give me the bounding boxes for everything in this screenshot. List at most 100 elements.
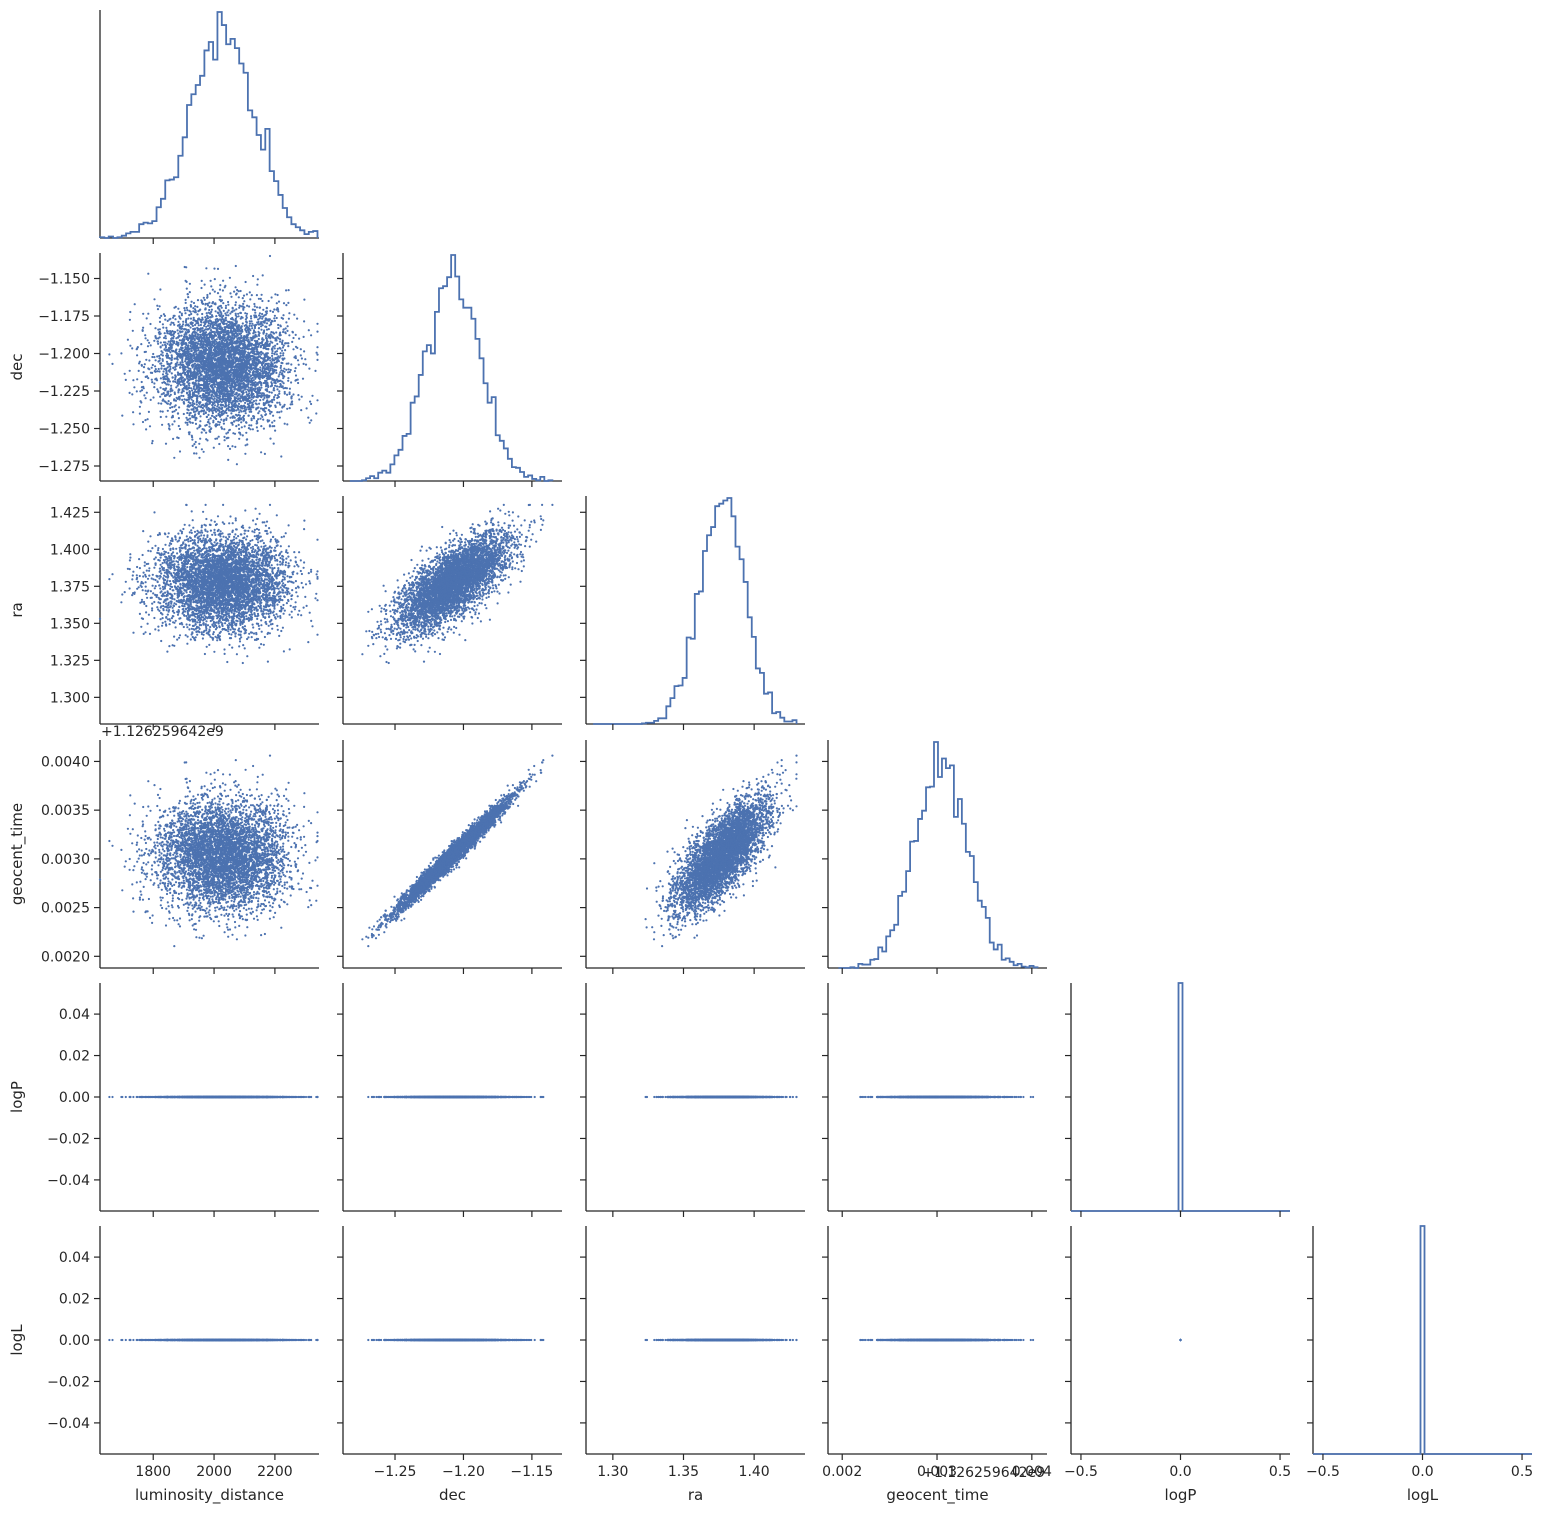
scatter-point xyxy=(200,321,203,324)
scatter-point xyxy=(304,363,308,366)
scatter-point xyxy=(254,402,257,405)
scatter-point xyxy=(286,423,289,426)
scatter-point xyxy=(274,429,277,432)
scatter-point xyxy=(209,361,212,364)
scatter-point xyxy=(245,346,248,350)
scatter-point xyxy=(234,314,237,317)
scatter-point xyxy=(247,369,251,372)
scatter-point xyxy=(164,442,168,445)
scatter-point xyxy=(153,382,156,385)
scatter-point xyxy=(200,396,203,399)
scatter-point xyxy=(251,428,254,431)
scatter-point xyxy=(205,381,208,384)
scatter-point xyxy=(282,369,285,373)
scatter-point xyxy=(229,384,232,387)
scatter-point xyxy=(266,381,269,384)
scatter-point xyxy=(270,296,273,299)
scatter-point xyxy=(272,414,275,417)
scatter-point xyxy=(225,378,228,381)
scatter-point xyxy=(241,372,244,375)
scatter-point xyxy=(288,387,291,390)
scatter-point xyxy=(293,370,296,373)
scatter-point xyxy=(195,409,198,412)
scatter-point xyxy=(166,402,169,405)
scatter-point xyxy=(138,362,141,365)
scatter-point xyxy=(199,361,202,364)
scatter-point xyxy=(212,379,215,382)
scatter-point xyxy=(191,395,194,399)
scatter-point xyxy=(163,348,166,351)
scatter-point xyxy=(262,409,265,412)
scatter-point xyxy=(214,345,217,349)
scatter-point xyxy=(194,440,197,444)
scatter-point xyxy=(222,361,225,365)
scatter-point xyxy=(164,335,167,338)
scatter-point xyxy=(242,418,245,421)
scatter-point xyxy=(198,309,201,312)
scatter-point xyxy=(225,373,228,376)
scatter-point xyxy=(172,380,175,383)
scatter-point xyxy=(135,390,138,393)
scatter-point xyxy=(287,377,290,380)
scatter-point xyxy=(223,328,226,331)
scatter-point xyxy=(279,366,282,369)
scatter-point xyxy=(229,322,232,325)
scatter-point xyxy=(237,375,240,379)
scatter-point xyxy=(128,369,131,372)
scatter-point xyxy=(187,355,190,358)
scatter-point xyxy=(186,408,189,411)
scatter-point xyxy=(180,391,183,394)
scatter-point xyxy=(230,392,233,395)
scatter-point xyxy=(270,410,273,414)
scatter-point xyxy=(160,314,163,317)
scatter-point xyxy=(231,310,234,313)
scatter-point xyxy=(169,323,172,326)
scatter-point xyxy=(147,367,150,370)
scatter-point xyxy=(243,338,246,341)
scatter-point xyxy=(213,267,216,270)
scatter-point xyxy=(277,300,281,303)
scatter-point xyxy=(145,358,148,361)
scatter-point xyxy=(255,315,258,318)
scatter-point xyxy=(246,378,249,381)
scatter-point xyxy=(179,354,182,357)
scatter-point xyxy=(208,402,211,405)
scatter-point xyxy=(255,359,258,362)
scatter-point xyxy=(222,331,225,334)
scatter-point xyxy=(216,364,219,367)
scatter-point xyxy=(201,379,204,382)
scatter-point xyxy=(153,339,156,342)
scatter-point xyxy=(245,391,248,394)
scatter-point xyxy=(167,340,170,343)
scatter-point xyxy=(171,337,174,340)
scatter-point xyxy=(230,295,233,298)
scatter-point xyxy=(173,306,176,309)
scatter-point xyxy=(260,344,263,347)
scatter-point xyxy=(211,410,214,413)
scatter-point xyxy=(261,392,264,395)
scatter-point xyxy=(157,342,160,345)
scatter-point xyxy=(156,304,159,307)
scatter-point xyxy=(264,385,268,388)
scatter-point xyxy=(309,400,312,403)
scatter-point xyxy=(128,391,131,394)
scatter-point xyxy=(284,386,287,390)
scatter-point xyxy=(186,392,189,395)
scatter-point xyxy=(160,362,163,365)
scatter-point xyxy=(193,384,196,387)
scatter-point xyxy=(242,382,245,385)
scatter-point xyxy=(274,382,277,385)
scatter-point xyxy=(260,370,263,373)
scatter-point xyxy=(178,398,181,401)
scatter-point xyxy=(205,376,208,379)
scatter-point xyxy=(184,301,187,304)
scatter-point xyxy=(263,369,266,372)
scatter-point xyxy=(157,390,160,393)
scatter-point xyxy=(144,397,147,400)
scatter-point xyxy=(222,343,225,346)
scatter-point xyxy=(145,375,148,378)
scatter-point xyxy=(207,324,210,327)
scatter-point xyxy=(297,363,300,366)
scatter-point xyxy=(218,394,221,397)
scatter-point xyxy=(200,366,203,369)
